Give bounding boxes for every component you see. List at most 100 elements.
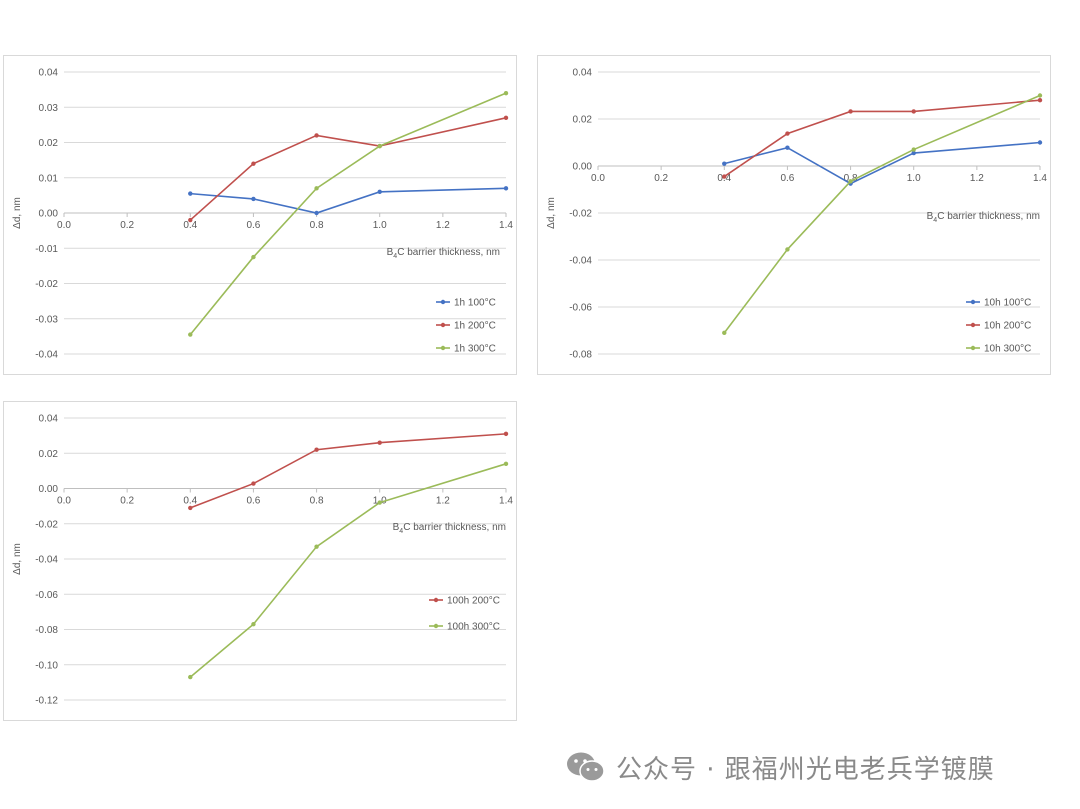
y-tick-label: -0.02 bbox=[35, 279, 58, 290]
y-tick-label: -0.08 bbox=[35, 625, 58, 636]
series-line bbox=[189, 117, 507, 221]
chart-1h: 0.04 0.03 0.02 0.01 0.00 -0.01 -0.02 -0.03 -0.04… bbox=[3, 55, 517, 375]
wechat-icon bbox=[567, 752, 605, 782]
legend-swatch-marker bbox=[440, 299, 446, 305]
data-point bbox=[911, 150, 916, 156]
x-tick-label: 1.4 bbox=[499, 220, 513, 231]
chart-10h-svg: 0.04 0.02 0.00 -0.02 -0.04 -0.06 -0.08 0.0 0.2 0.… bbox=[546, 68, 1047, 361]
legend-swatch-marker bbox=[970, 345, 976, 351]
data-point bbox=[377, 500, 382, 505]
x-tick-label: 0.8 bbox=[310, 496, 324, 507]
data-point bbox=[314, 186, 319, 191]
chart-1h-svg: 0.04 0.03 0.02 0.01 0.00 -0.01 -0.02 -0.03 -0.04… bbox=[12, 68, 513, 361]
data-point bbox=[1037, 93, 1043, 98]
legend-swatch-marker bbox=[433, 597, 439, 603]
x-tick-label: 1.0 bbox=[907, 173, 921, 184]
data-point bbox=[503, 461, 509, 467]
data-point bbox=[314, 544, 319, 549]
x-tick-label: 0.8 bbox=[844, 173, 858, 184]
y-tick-label: 0.04 bbox=[39, 414, 59, 425]
y-tick-label: -0.04 bbox=[569, 256, 592, 267]
series-line bbox=[724, 141, 1041, 185]
x-tick-label: 1.4 bbox=[1033, 173, 1047, 184]
data-point bbox=[251, 196, 256, 202]
y-tick-label: -0.08 bbox=[569, 350, 592, 361]
x-tick-label: 0.6 bbox=[780, 173, 794, 184]
x-axis-label: B4C barrier thickness, nm bbox=[927, 211, 1040, 224]
legend-label: 1h 100°C bbox=[454, 298, 496, 309]
y-tick-label: -0.04 bbox=[35, 350, 58, 361]
y-tick-label: 0.01 bbox=[39, 173, 59, 184]
y-tick-label: -0.02 bbox=[569, 209, 592, 220]
data-point bbox=[251, 254, 256, 260]
y-tick-label: 0.04 bbox=[39, 68, 59, 79]
data-point bbox=[377, 143, 382, 149]
watermark-text: 公众号 · 跟福州光电老兵学镀膜 bbox=[616, 754, 995, 785]
x-tick-label: 0.4 bbox=[183, 220, 197, 231]
data-point bbox=[722, 161, 727, 166]
data-point bbox=[911, 109, 916, 114]
data-point bbox=[251, 161, 256, 166]
x-tick-label: 1.0 bbox=[373, 220, 387, 231]
legend-label: 10h 300°C bbox=[984, 344, 1031, 355]
data-point bbox=[911, 147, 916, 152]
legend-label: 10h 200°C bbox=[984, 321, 1031, 332]
data-point bbox=[848, 109, 853, 114]
y-tick-label: 0.02 bbox=[39, 449, 59, 460]
legend-swatch-marker bbox=[440, 322, 446, 328]
y-axis-label: Δd, nm bbox=[546, 197, 557, 229]
y-tick-label: -0.02 bbox=[35, 519, 58, 530]
y-tick-label: -0.10 bbox=[35, 660, 58, 671]
data-point bbox=[188, 332, 193, 337]
data-point bbox=[314, 133, 319, 138]
data-point bbox=[785, 247, 790, 252]
data-point bbox=[377, 440, 382, 445]
y-tick-label: 0.00 bbox=[39, 209, 59, 220]
data-point bbox=[188, 191, 193, 196]
x-tick-label: 0.0 bbox=[57, 496, 71, 507]
series-line bbox=[189, 433, 507, 509]
x-tick-label: 0.8 bbox=[310, 220, 324, 231]
x-tick-label: 0.2 bbox=[120, 496, 134, 507]
legend-swatch-marker bbox=[970, 322, 976, 328]
chart-10h: 0.04 0.02 0.00 -0.02 -0.04 -0.06 -0.08 0.0 0.2 0.… bbox=[537, 55, 1051, 375]
data-point bbox=[251, 481, 256, 486]
legend-label: 1h 200°C bbox=[454, 321, 496, 332]
data-point bbox=[848, 179, 853, 184]
x-tick-label: 0.2 bbox=[654, 173, 668, 184]
chart-100h: 0.04 0.02 0.00 -0.02 -0.04 -0.06 -0.08 -0.10 -0.… bbox=[3, 401, 517, 721]
x-tick-label: 0.4 bbox=[183, 496, 197, 507]
data-point bbox=[1037, 140, 1043, 145]
x-tick-label: 1.2 bbox=[970, 173, 984, 184]
data-point bbox=[722, 330, 727, 336]
legend-label: 100h 300°C bbox=[447, 622, 500, 633]
data-point bbox=[722, 174, 727, 179]
series-line bbox=[190, 187, 507, 214]
data-point bbox=[785, 145, 790, 150]
y-axis-label: Δd, nm bbox=[12, 197, 23, 229]
data-point bbox=[503, 90, 509, 96]
legend-label: 100h 200°C bbox=[447, 596, 500, 607]
legend-swatch-marker bbox=[440, 345, 446, 351]
y-tick-label: 0.02 bbox=[573, 115, 593, 126]
data-point bbox=[377, 189, 382, 195]
legend-label: 1h 300°C bbox=[454, 344, 496, 355]
data-point bbox=[1037, 98, 1043, 103]
x-tick-label: 0.6 bbox=[246, 220, 260, 231]
y-tick-label: 0.04 bbox=[573, 68, 593, 79]
watermark: 公众号 · 跟福州光电老兵学镀膜 bbox=[566, 748, 995, 786]
legend-swatch-marker bbox=[970, 299, 976, 305]
chart-100h-svg: 0.04 0.02 0.00 -0.02 -0.04 -0.06 -0.08 -0.10 -0.… bbox=[12, 414, 513, 707]
data-point bbox=[251, 622, 256, 627]
y-tick-label: -0.03 bbox=[35, 314, 58, 325]
data-point bbox=[188, 674, 193, 680]
y-tick-label: -0.01 bbox=[35, 244, 58, 255]
data-point bbox=[314, 210, 319, 216]
y-tick-label: -0.12 bbox=[35, 696, 58, 707]
data-point bbox=[503, 431, 509, 437]
y-tick-label: -0.04 bbox=[35, 555, 58, 566]
y-tick-label: -0.06 bbox=[35, 590, 58, 601]
y-tick-label: 0.00 bbox=[573, 162, 593, 173]
data-point bbox=[314, 447, 319, 452]
x-tick-label: 0.2 bbox=[120, 220, 134, 231]
